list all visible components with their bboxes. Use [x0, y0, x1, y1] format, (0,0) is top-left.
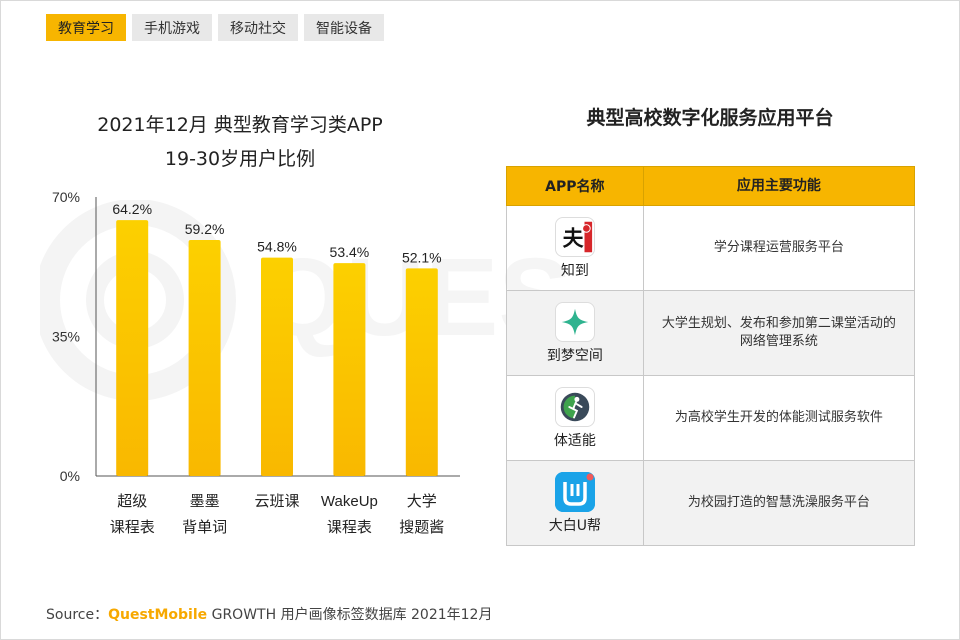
x-tick-label: 墨墨: [190, 493, 220, 510]
tab-smart-devices[interactable]: 智能设备: [304, 14, 384, 41]
header-app-name: APP名称: [506, 166, 644, 206]
app-desc-daomeng-line-2: 网络管理系统: [739, 334, 818, 349]
tab-education[interactable]: 教育学习: [46, 14, 126, 41]
source-brand: QuestMobile: [108, 607, 208, 623]
table-row: 到梦空间 大学生规划、发布和参加第二课堂活动的 网络管理系统: [506, 290, 916, 376]
bar-value-label: 64.2%: [112, 201, 152, 217]
bar: [333, 263, 366, 476]
bar-value-label: 54.8%: [257, 239, 297, 255]
x-tick-label: 搜题酱: [399, 519, 444, 536]
app-desc-zhidao: 学分课程运营服务平台: [713, 240, 844, 255]
chart-title-line-1: 2021年12月 典型教育学习类APP: [97, 114, 383, 136]
app-desc-dabai: 为校园打造的智慧洗澡服务平台: [687, 495, 870, 510]
zhidao-logo-icon: 夫: [554, 216, 595, 257]
y-tick-label: 70%: [52, 189, 80, 205]
table-row: 大白U帮 为校园打造的智慧洗澡服务平台: [506, 460, 916, 546]
chart-title-line-2: 19-30岁用户比例: [164, 148, 316, 170]
table-row: 夫 知到 学分课程运营服务平台: [506, 205, 916, 291]
y-tick-label: 35%: [52, 329, 80, 345]
app-platform-table: APP名称 应用主要功能 夫 知到: [506, 166, 916, 546]
tishineng-logo-icon: [554, 386, 595, 427]
bar: [261, 257, 293, 476]
app-name-dabai: 大白U帮: [548, 517, 601, 534]
x-tick-label: 大学: [407, 493, 437, 510]
x-tick-label: WakeUp: [321, 493, 378, 510]
source-prefix: Source：: [46, 607, 109, 623]
table-title: 典型高校数字化服务应用平台: [586, 107, 834, 129]
bar-value-label: 59.2%: [185, 221, 225, 237]
svg-text:夫: 夫: [562, 225, 584, 250]
daomeng-logo-icon: [554, 301, 595, 342]
source-note: Source：QuestMobile GROWTH 用户画像标签数据库 2021…: [46, 604, 492, 624]
category-tabs: 教育学习 手机游戏 移动社交 智能设备: [46, 14, 384, 41]
x-tick-label: 课程表: [110, 519, 155, 536]
x-tick-label: 背单词: [182, 519, 227, 536]
app-name-daomeng: 到梦空间: [546, 347, 603, 364]
bar-value-label: 52.1%: [402, 249, 442, 265]
tab-mobile-social[interactable]: 移动社交: [218, 14, 298, 41]
bar: [405, 268, 438, 476]
y-tick-label: 0%: [60, 468, 80, 484]
table-header-row: APP名称 应用主要功能: [506, 166, 916, 206]
header-main-function: 应用主要功能: [642, 166, 916, 206]
table-row: 体适能 为高校学生开发的体能测试服务软件: [506, 375, 916, 461]
x-tick-label: 超级: [117, 493, 147, 510]
app-name-zhidao: 知到: [560, 262, 589, 279]
app-desc-daomeng-line-1: 大学生规划、发布和参加第二课堂活动的: [661, 316, 896, 331]
source-suffix: GROWTH 用户画像标签数据库 2021年12月: [207, 607, 493, 623]
app-desc-tishineng: 为高校学生开发的体能测试服务软件: [674, 410, 883, 425]
bar: [116, 220, 149, 476]
bar-value-label: 53.4%: [330, 244, 370, 260]
x-tick-label: 云班课: [254, 493, 299, 510]
app-name-tishineng: 体适能: [553, 432, 596, 449]
x-tick-label: 课程表: [327, 519, 372, 536]
tab-mobile-games[interactable]: 手机游戏: [132, 14, 212, 41]
bar: [188, 240, 221, 476]
dabai-logo-icon: [554, 471, 595, 512]
